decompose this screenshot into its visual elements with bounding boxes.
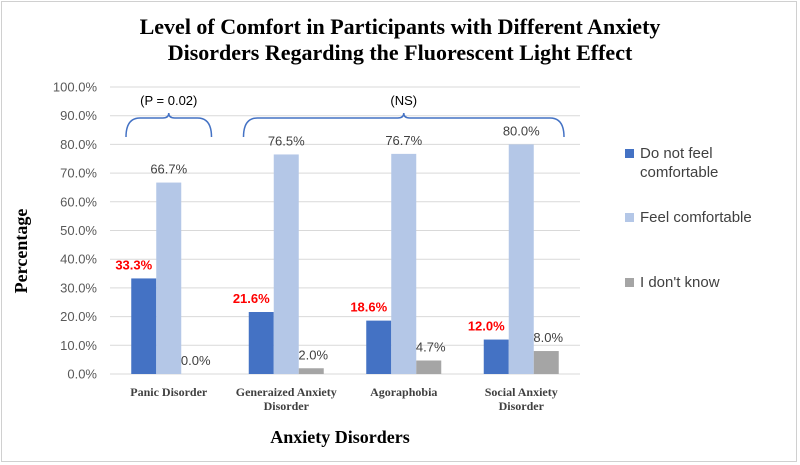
legend-item: I don't know <box>625 273 790 292</box>
data-label: 8.0% <box>533 330 563 345</box>
bar <box>248 312 274 374</box>
chart-title-line-2: Disorders Regarding the Fluorescent Ligh… <box>167 40 633 65</box>
legend-label: I don't know <box>640 274 720 291</box>
bar <box>273 154 299 374</box>
legend-item: Feel comfortable <box>625 208 790 227</box>
data-label: 76.7% <box>385 133 422 148</box>
category-label: Panic Disorder <box>130 385 208 399</box>
y-tick-label: 10.0% <box>60 338 97 353</box>
annotations: (P = 0.02) (NS) <box>125 93 565 138</box>
y-tick-label: 0.0% <box>67 367 97 382</box>
y-tick-label: 30.0% <box>60 280 97 295</box>
y-tick-label: 100.0% <box>53 80 98 95</box>
y-tick-label: 40.0% <box>60 252 97 267</box>
y-tick-label: 80.0% <box>60 137 97 152</box>
gridlines <box>110 86 580 375</box>
annotation-text: (NS) <box>390 93 417 108</box>
category-label: Agoraphobia <box>370 385 437 399</box>
bar <box>508 144 534 374</box>
category-label: Social Anxiety Disorder <box>485 385 558 413</box>
x-axis-categories: Panic Disorder Generaized Anxiety Disorder… <box>130 385 558 413</box>
data-labels: 33.3% 66.7% 0.0% 21.6% 76.5% 2.0% 18.6% 76.7% 4.… <box>115 123 563 368</box>
bar <box>298 368 324 374</box>
legend-label: Do not feel comfortable <box>640 145 719 181</box>
y-tick-label: 70.0% <box>60 166 97 181</box>
y-tick-label: 60.0% <box>60 194 97 209</box>
legend-label: Feel comfortable <box>640 209 752 226</box>
data-label: 66.7% <box>150 162 187 177</box>
chart-title: Level of Comfort in Participants with Di… <box>0 14 800 66</box>
legend-swatch <box>625 213 634 222</box>
bar <box>366 320 392 374</box>
legend-item: Do not feel comfortable <box>625 144 790 182</box>
data-label: 21.6% <box>233 291 270 306</box>
annotation-text: (P = 0.02) <box>140 93 197 108</box>
category-label: Generaized Anxiety Disorder <box>236 385 337 413</box>
bar <box>483 339 509 374</box>
data-label: 4.7% <box>416 340 446 355</box>
y-tick-label: 90.0% <box>60 108 97 123</box>
bars <box>131 144 559 374</box>
bar <box>156 182 182 374</box>
data-label: 76.5% <box>268 133 305 148</box>
chart-title-line-1: Level of Comfort in Participants with Di… <box>139 14 661 39</box>
data-label: 2.0% <box>298 347 328 362</box>
bar <box>416 360 442 374</box>
data-label: 80.0% <box>503 123 540 138</box>
bar <box>391 153 417 374</box>
bracket <box>125 112 213 138</box>
x-axis-title: Anxiety Disorders <box>270 427 409 447</box>
y-tick-label: 50.0% <box>60 223 97 238</box>
bar <box>131 278 157 374</box>
data-label: 0.0% <box>181 353 211 368</box>
y-axis-title: Percentage <box>11 209 31 294</box>
bracket <box>242 112 565 138</box>
y-tick-label: 20.0% <box>60 309 97 324</box>
bar <box>533 351 559 374</box>
y-axis-ticks: 0.0% 10.0% 20.0% 30.0% 40.0% 50.0% 60.0% 70.0% 8… <box>53 80 98 382</box>
legend-swatch <box>625 278 634 287</box>
data-label: 33.3% <box>115 257 152 272</box>
legend-swatch <box>625 149 634 158</box>
data-label: 12.0% <box>468 319 505 334</box>
data-label: 18.6% <box>350 300 387 315</box>
